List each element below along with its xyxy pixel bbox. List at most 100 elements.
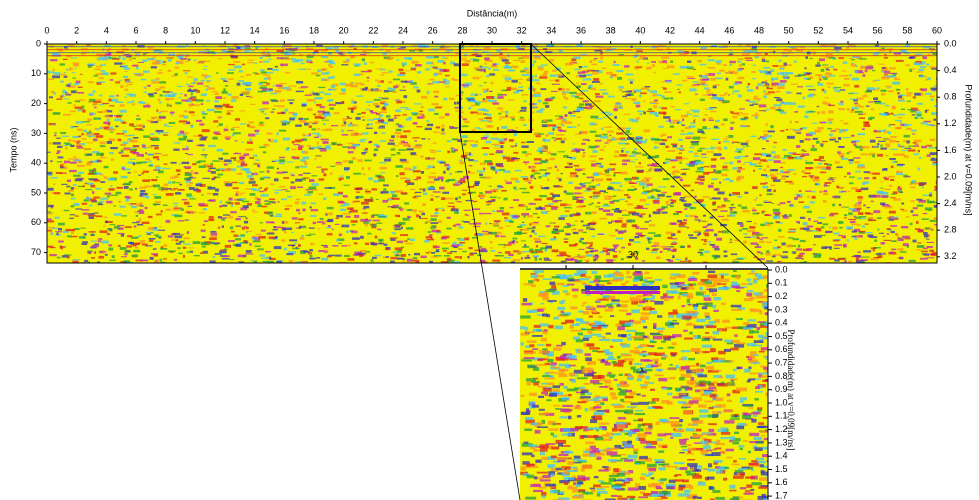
texture: [277, 105, 285, 107]
texture: [224, 168, 231, 171]
texture: [552, 231, 555, 233]
texture: [302, 104, 307, 106]
texture: [770, 185, 775, 187]
texture: [671, 186, 675, 188]
texture: [920, 66, 926, 68]
texture: [728, 94, 730, 95]
texture: [618, 190, 624, 191]
texture: [610, 235, 616, 236]
texture: [838, 90, 841, 93]
texture: [717, 73, 721, 75]
texture: [862, 146, 869, 148]
texture: [723, 100, 730, 103]
texture: [528, 182, 531, 184]
texture: [694, 196, 697, 198]
texture: [444, 83, 450, 85]
texture: [571, 229, 573, 231]
texture: [431, 252, 435, 254]
texture: [378, 243, 384, 245]
texture: [720, 95, 726, 97]
texture: [578, 255, 585, 258]
texture: [637, 136, 641, 138]
texture: [81, 209, 89, 211]
texture: [267, 212, 273, 215]
texture: [532, 166, 537, 168]
texture: [88, 173, 94, 175]
texture: [593, 197, 599, 198]
texture: [64, 161, 70, 164]
texture: [872, 146, 879, 147]
texture: [551, 97, 555, 99]
texture: [586, 251, 589, 253]
texture: [255, 201, 261, 204]
texture: [679, 121, 682, 124]
texture: [733, 116, 737, 118]
texture: [351, 99, 355, 100]
texture: [589, 251, 593, 253]
texture: [602, 68, 607, 69]
texture: [381, 80, 384, 83]
texture: [902, 50, 905, 52]
texture: [636, 233, 643, 236]
texture: [654, 235, 661, 238]
texture: [585, 74, 592, 76]
texture: [354, 242, 358, 244]
texture: [103, 217, 107, 218]
texture: [559, 252, 566, 255]
texture: [203, 69, 207, 70]
texture: [606, 259, 613, 261]
texture: [51, 177, 58, 179]
texture: [844, 78, 850, 80]
texture: [153, 194, 157, 195]
texture: [687, 111, 689, 113]
texture: [497, 186, 503, 187]
texture: [468, 107, 471, 109]
texture: [881, 188, 883, 189]
texture: [129, 58, 132, 60]
texture: [100, 181, 105, 183]
texture: [356, 95, 363, 96]
texture: [153, 228, 159, 231]
texture: [863, 95, 868, 98]
texture: [53, 183, 55, 185]
texture: [510, 207, 514, 208]
texture: [224, 129, 229, 132]
texture: [459, 238, 465, 241]
texture: [295, 125, 302, 127]
texture: [188, 86, 193, 88]
texture: [583, 173, 586, 175]
texture: [462, 63, 469, 66]
texture: [543, 102, 549, 104]
texture: [223, 80, 227, 82]
texture: [773, 179, 781, 182]
texture: [304, 118, 309, 120]
texture: [109, 95, 115, 97]
texture: [703, 119, 706, 122]
texture: [542, 149, 548, 151]
texture: [626, 181, 628, 182]
texture: [283, 138, 290, 141]
texture: [489, 91, 492, 92]
texture: [71, 126, 74, 129]
texture: [577, 116, 581, 118]
texture: [76, 121, 83, 124]
texture: [772, 203, 774, 204]
texture: [194, 255, 200, 256]
texture: [900, 251, 907, 253]
texture: [223, 104, 230, 107]
texture: [58, 223, 65, 226]
texture: [309, 125, 312, 128]
texture: [328, 64, 331, 66]
texture: [489, 154, 494, 155]
texture: [58, 156, 64, 158]
texture: [227, 81, 229, 82]
texture: [700, 99, 705, 101]
texture: [352, 237, 360, 240]
texture: [565, 97, 569, 100]
texture: [292, 53, 295, 54]
texture: [104, 115, 110, 117]
texture: [203, 251, 208, 254]
texture: [263, 61, 269, 63]
texture: [485, 63, 487, 65]
texture: [541, 88, 547, 90]
